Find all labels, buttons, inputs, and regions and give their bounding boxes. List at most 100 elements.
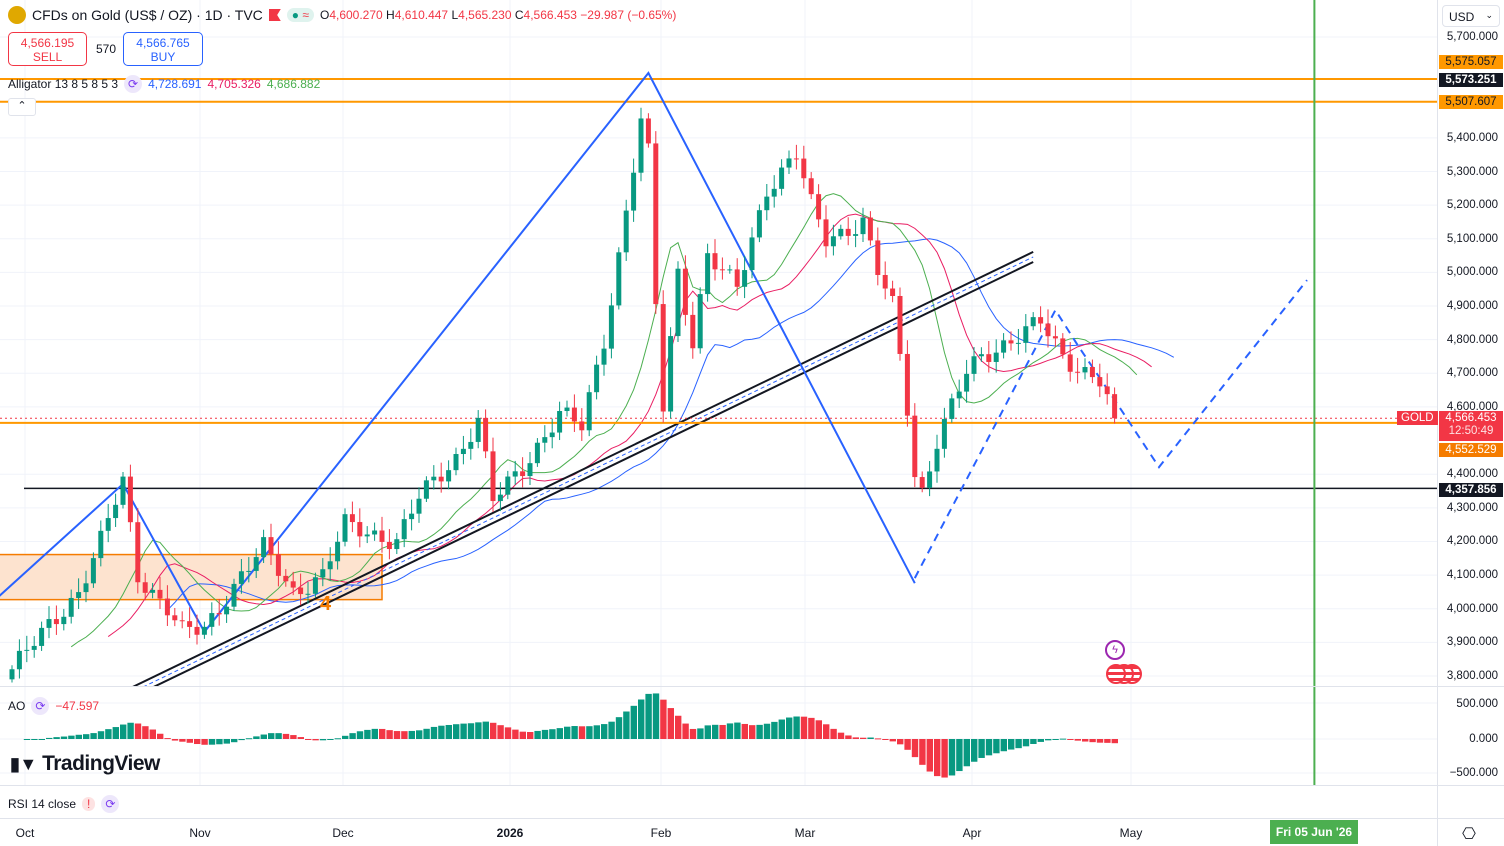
ao-histogram-bar bbox=[1045, 739, 1052, 741]
trend-channel-line bbox=[132, 250, 1034, 686]
candle-body bbox=[631, 172, 637, 211]
price-tag-black: 4,357.856 bbox=[1439, 483, 1503, 497]
settings-icon[interactable]: ⎔ bbox=[1462, 826, 1476, 843]
ao-histogram-bar bbox=[105, 729, 112, 739]
us-economic-events-icon[interactable] bbox=[1106, 664, 1144, 684]
price-axis-label: 4,200.000 bbox=[1446, 535, 1498, 548]
ao-histogram-bar bbox=[963, 739, 970, 767]
ao-histogram-bar bbox=[623, 711, 630, 739]
ao-histogram-bar bbox=[934, 739, 941, 777]
candle-body bbox=[520, 471, 526, 477]
candle-body bbox=[734, 269, 740, 287]
price-axis-label: 4,400.000 bbox=[1446, 468, 1498, 481]
candle-body bbox=[1030, 317, 1036, 327]
candle-body bbox=[941, 418, 947, 449]
flag-icon[interactable] bbox=[268, 9, 281, 21]
price-axis[interactable]: USD ⌄ 5,700.000 5,400.000 5,300.000 5,200.00… bbox=[1437, 0, 1504, 846]
candle-body bbox=[312, 577, 318, 594]
ao-histogram-bar bbox=[149, 729, 156, 739]
ao-histogram-bar bbox=[490, 722, 497, 739]
ao-histogram-bar bbox=[142, 726, 149, 739]
ao-histogram-bar bbox=[1015, 739, 1022, 749]
ao-histogram-bar bbox=[956, 739, 963, 772]
candle-body bbox=[571, 407, 577, 422]
candle-body bbox=[1023, 326, 1029, 343]
ao-histogram-bar bbox=[312, 739, 319, 741]
tradingview-logo[interactable]: ▮▼ TradingView bbox=[10, 752, 160, 775]
ao-histogram-bar bbox=[38, 739, 45, 740]
candle-body bbox=[468, 441, 474, 449]
ao-histogram-bar bbox=[31, 739, 38, 740]
ao-histogram-bar bbox=[438, 725, 445, 739]
candle-body bbox=[98, 530, 104, 559]
candle-body bbox=[875, 240, 881, 275]
candle-body bbox=[586, 392, 592, 431]
time-axis-label: 2026 bbox=[496, 826, 524, 840]
candle-body bbox=[771, 188, 777, 197]
alligator-legend[interactable]: Alligator 13 8 5 8 5 3 ⟳ 4,728.691 4,705… bbox=[8, 75, 320, 93]
ao-histogram-bar bbox=[593, 725, 600, 739]
price-axis-label: 4,700.000 bbox=[1446, 367, 1498, 380]
candle-body bbox=[394, 539, 400, 550]
candle-body bbox=[490, 451, 496, 502]
symbol-title[interactable]: CFDs on Gold (US$ / OZ) · 1D · TVC bbox=[32, 7, 263, 23]
candle-body bbox=[512, 471, 518, 477]
candle-body bbox=[187, 621, 193, 627]
pane-divider[interactable] bbox=[0, 686, 1504, 687]
candle-body bbox=[150, 589, 156, 593]
ao-histogram-bar bbox=[46, 737, 53, 739]
ao-histogram-bar bbox=[519, 731, 526, 739]
candle-body bbox=[756, 210, 762, 238]
refresh-icon[interactable]: ⟳ bbox=[31, 697, 50, 715]
ao-histogram-bar bbox=[164, 738, 171, 740]
buy-button[interactable]: 4,566.765 BUY bbox=[123, 32, 203, 66]
sell-button[interactable]: 4,566.195 SELL bbox=[8, 32, 87, 66]
collapse-legend-button[interactable]: ⌃ bbox=[8, 98, 36, 116]
candle-body bbox=[164, 598, 170, 616]
candle-body bbox=[949, 398, 955, 419]
refresh-icon[interactable]: ⟳ bbox=[124, 75, 143, 93]
market-status-icon[interactable]: ● ≈ bbox=[286, 8, 314, 22]
candle-body bbox=[105, 518, 111, 531]
ao-histogram-bar bbox=[1104, 739, 1111, 743]
ao-histogram-bar bbox=[749, 725, 756, 739]
ao-histogram-bar bbox=[334, 738, 341, 740]
ao-indicator-pane[interactable] bbox=[0, 687, 1437, 785]
refresh-icon[interactable]: ⟳ bbox=[101, 795, 120, 813]
rsi-legend[interactable]: RSI 14 close ! ⟳ bbox=[8, 795, 120, 813]
candle-body bbox=[801, 158, 807, 179]
candle-body bbox=[601, 348, 607, 365]
candle-body bbox=[401, 519, 407, 540]
candle-body bbox=[697, 294, 703, 349]
price-chart-pane[interactable]: 4 bbox=[0, 0, 1437, 686]
lightning-event-icon[interactable]: ϟ bbox=[1105, 640, 1125, 660]
ao-histogram-bar bbox=[578, 726, 586, 739]
warning-icon[interactable]: ! bbox=[82, 797, 96, 811]
ao-histogram-bar bbox=[364, 729, 371, 739]
candle-body bbox=[83, 583, 89, 593]
ao-histogram-bar bbox=[1008, 739, 1015, 750]
price-axis-label: 5,400.000 bbox=[1446, 131, 1498, 144]
candle-body bbox=[127, 476, 133, 523]
symbol-header: CFDs on Gold (US$ / OZ) · 1D · TVC ● ≈ O… bbox=[8, 6, 676, 24]
projection-path bbox=[913, 279, 1308, 579]
candle-body bbox=[927, 471, 933, 488]
price-axis-label: 5,300.000 bbox=[1446, 165, 1498, 178]
ao-histogram-bar bbox=[416, 730, 423, 739]
spread-value: 570 bbox=[96, 42, 117, 56]
ao-histogram-bar bbox=[667, 708, 674, 739]
ao-legend[interactable]: AO ⟳ −47.597 bbox=[8, 697, 99, 715]
ao-histogram-bar bbox=[90, 733, 97, 739]
ao-histogram-bar bbox=[460, 723, 467, 739]
trend-channel-midline bbox=[143, 256, 1034, 686]
currency-select[interactable]: USD ⌄ bbox=[1442, 5, 1500, 27]
price-axis-label: 3,900.000 bbox=[1446, 636, 1498, 649]
candle-body bbox=[564, 407, 570, 412]
candle-body bbox=[1015, 342, 1021, 344]
pane-divider[interactable] bbox=[0, 785, 1504, 786]
ao-histogram-bar bbox=[112, 727, 119, 739]
ao-histogram-bar bbox=[1059, 738, 1067, 740]
ao-histogram-bar bbox=[1074, 739, 1081, 741]
last-price-tag: 4,566.453 12:50:49 bbox=[1439, 411, 1503, 441]
ao-histogram-bar bbox=[830, 728, 837, 739]
